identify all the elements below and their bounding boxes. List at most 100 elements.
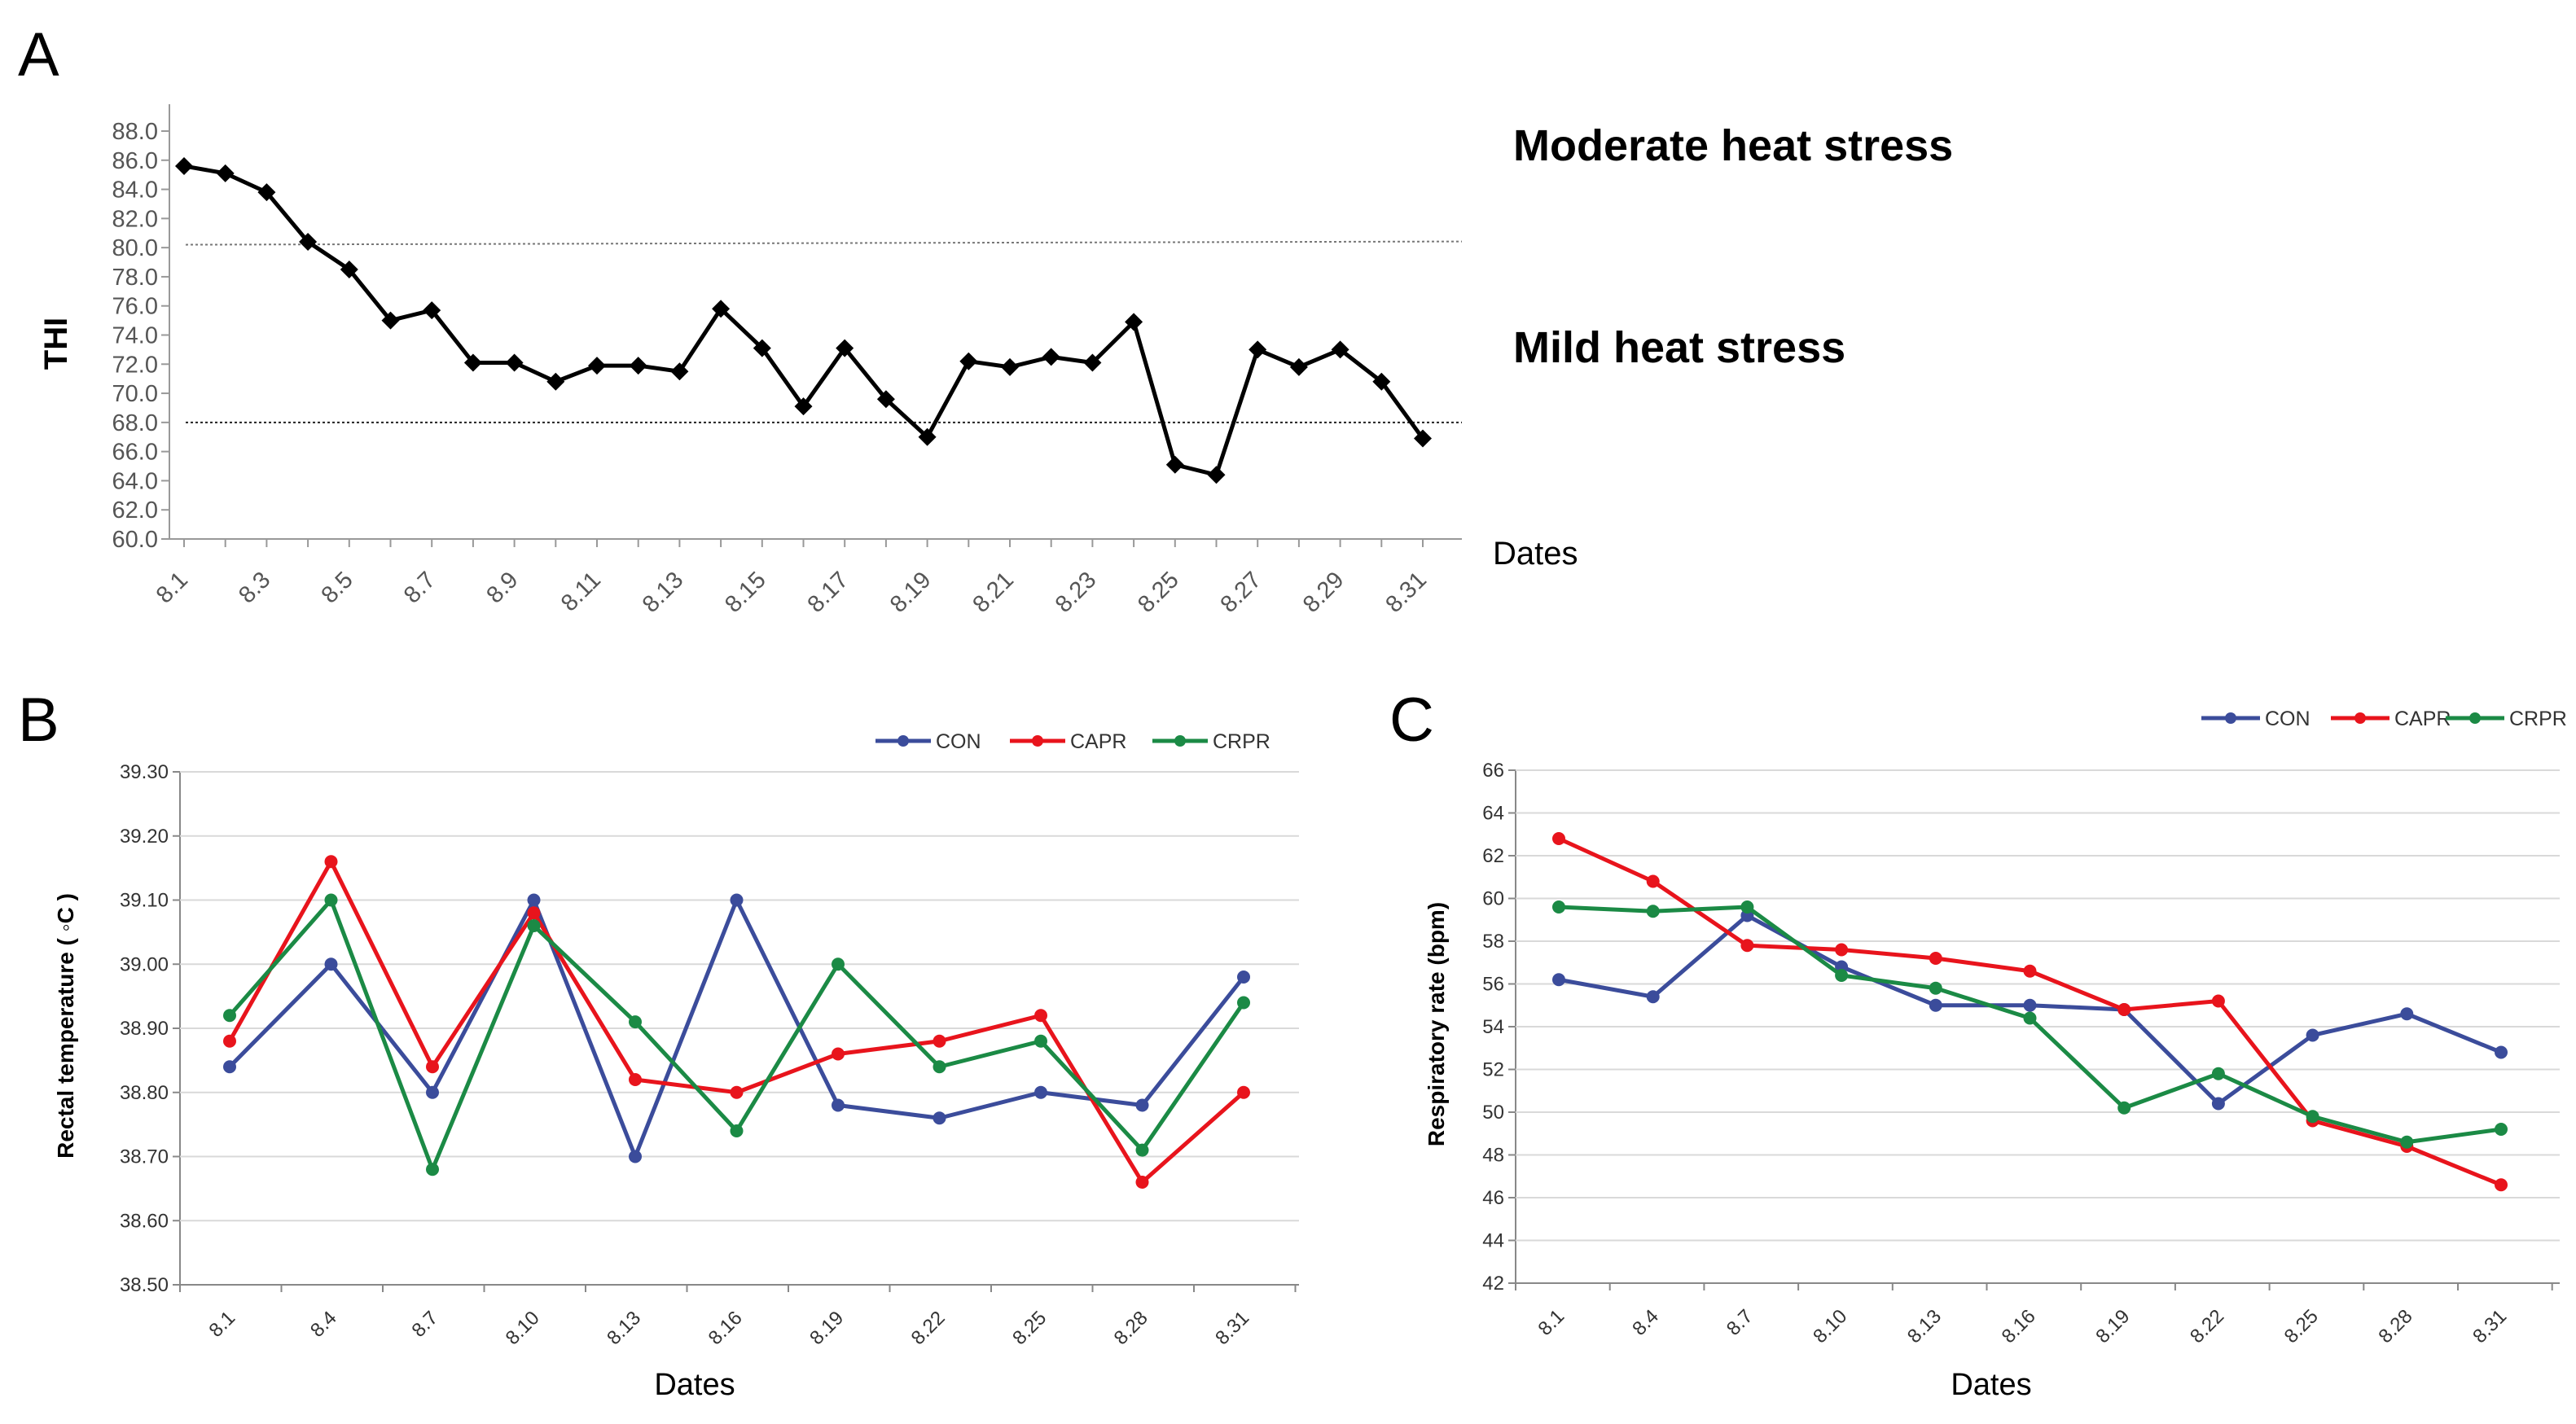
panel-c-crpr-point [1646, 905, 1660, 918]
panel-c-y-tick-label: 56 [1482, 974, 1504, 996]
panel-b-con-point [527, 893, 541, 907]
panel-b-crpr-point [324, 893, 338, 907]
panel-b-capr-point [933, 1034, 946, 1048]
panel-a-y-tick-label: 64.0 [112, 468, 158, 494]
panel-c-con-point [1552, 973, 1565, 987]
thi-data-point [876, 390, 895, 409]
panel-a-y-tick-label: 66.0 [112, 440, 158, 466]
thi-data-point [505, 353, 524, 372]
panel-b-y-tick-label: 38.80 [120, 1082, 169, 1104]
thi-data-point [1331, 340, 1349, 359]
panel-b-y-tick-label: 39.20 [120, 826, 169, 848]
panel-c-con-point [2400, 1007, 2414, 1021]
panel-b-crpr-point [730, 1124, 744, 1137]
panel-b-legend-label: CAPR [1070, 730, 1126, 753]
thi-data-point [1249, 340, 1267, 359]
panel-b-capr-point [730, 1085, 744, 1099]
panel-b-legend-swatch-dot [1032, 735, 1043, 747]
panel-c-crpr-point [2023, 1011, 2037, 1025]
panel-c-crpr-point [1929, 981, 1942, 995]
panel-a-y-tick-label: 82.0 [112, 206, 158, 232]
moderate-heat-stress-label: Moderate heat stress [1513, 121, 1953, 170]
panel-b-y-tick-label: 38.50 [120, 1274, 169, 1296]
panel-b-capr-point [1237, 1085, 1250, 1099]
panel-b-con-point [832, 1098, 845, 1112]
thi-data-point [1083, 353, 1102, 372]
panel-c-legend-swatch-dot [2225, 712, 2236, 724]
panel-a-y-tick-label: 70.0 [112, 381, 158, 407]
panel-b-con-point [730, 893, 744, 907]
panel-b-legend-label: CON [936, 730, 981, 753]
panel-c-y-tick-label: 48 [1482, 1145, 1504, 1167]
panel-b-crpr-point [629, 1015, 642, 1029]
panel-a-y-tick-label: 84.0 [112, 177, 158, 204]
panel-c-crpr-point [2306, 1110, 2319, 1124]
panel-c-y-tick-label: 46 [1482, 1187, 1504, 1209]
panel-a-y-tick-label: 72.0 [112, 352, 158, 378]
thi-data-point [1289, 357, 1308, 376]
panel-b-capr-point [1135, 1176, 1149, 1189]
panel-c-capr-point [1646, 874, 1660, 888]
thi-data-point [670, 362, 689, 381]
thi-data-point [794, 397, 813, 416]
panel-c-legend-label: CAPR [2394, 708, 2451, 730]
panel-a-x-axis-title: Dates [1493, 536, 1578, 572]
panel-c-y-tick-label: 50 [1482, 1102, 1504, 1124]
thi-data-point [712, 300, 731, 318]
panel-b-crpr-point [527, 919, 541, 932]
panel-a-letter: A [18, 20, 59, 90]
panel-c-capr-point [2211, 994, 2225, 1008]
panel-b-y-axis-title: Rectal temperature ( ◦C ) [53, 893, 78, 1159]
panel-b-crpr-point [223, 1009, 236, 1023]
panel-b-y-tick-label: 39.10 [120, 890, 169, 912]
thi-data-point [1165, 455, 1184, 474]
panel-a-y-tick-label: 62.0 [112, 497, 158, 524]
panel-c-legend-label: CON [2265, 708, 2311, 730]
panel-c-capr-point [2495, 1178, 2508, 1192]
panel-a-y-tick-label: 68.0 [112, 410, 158, 436]
panel-b-con-point [426, 1085, 439, 1099]
thi-data-point [463, 353, 482, 372]
panel-c-crpr-point [2400, 1135, 2414, 1149]
panel-a-y-axis-title: THI [38, 318, 74, 370]
panel-b-con-point [629, 1150, 642, 1163]
thi-data-point [299, 232, 318, 251]
panel-b-crpr-point [1135, 1143, 1149, 1157]
panel-b-con-point [324, 957, 338, 971]
thi-data-point [340, 260, 358, 278]
panel-b-con-point [933, 1111, 946, 1125]
thi-data-point [588, 357, 606, 375]
thi-data-point [423, 301, 441, 320]
panel-c-con-point [1929, 998, 1942, 1012]
panel-a-y-tick-label: 74.0 [112, 323, 158, 349]
panel-c-capr-point [1835, 943, 1849, 957]
panel-b-x-axis-title: Dates [654, 1368, 735, 1402]
panel-c-y-tick-label: 42 [1482, 1273, 1504, 1295]
panel-c-con-point [2211, 1097, 2225, 1111]
panel-c-y-axis-title: Respiratory rate (bpm) [1424, 902, 1449, 1146]
panel-c-capr-point [1740, 939, 1754, 953]
panel-a-y-tick-label: 88.0 [112, 119, 158, 145]
panel-c-crpr-point [2211, 1067, 2225, 1080]
thi-data-point [629, 357, 647, 375]
thi-data-point [546, 372, 565, 391]
panel-b-capr-point [832, 1047, 845, 1061]
panel-c-y-tick-label: 58 [1482, 931, 1504, 953]
panel-b-y-tick-label: 39.00 [120, 953, 169, 975]
mild-heat-stress-label: Mild heat stress [1513, 323, 1845, 372]
thi-data-point [753, 339, 771, 357]
panel-c-letter: C [1389, 686, 1434, 755]
thi-data-point [175, 156, 193, 175]
panel-c-legend-swatch-dot [2469, 712, 2481, 724]
panel-a-y-tick-label: 80.0 [112, 235, 158, 261]
panel-b-con-point [223, 1060, 236, 1074]
panel-c-crpr-point [1552, 900, 1565, 914]
panel-c-con-point [2306, 1028, 2319, 1042]
panel-b-con-point [1135, 1098, 1149, 1112]
thi-data-point [381, 311, 400, 330]
panel-b-crpr-point [426, 1163, 439, 1176]
panel-c-legend-swatch-dot [2354, 712, 2366, 724]
panel-b-capr-point [1034, 1009, 1047, 1023]
panel-c-y-tick-label: 44 [1482, 1230, 1504, 1252]
